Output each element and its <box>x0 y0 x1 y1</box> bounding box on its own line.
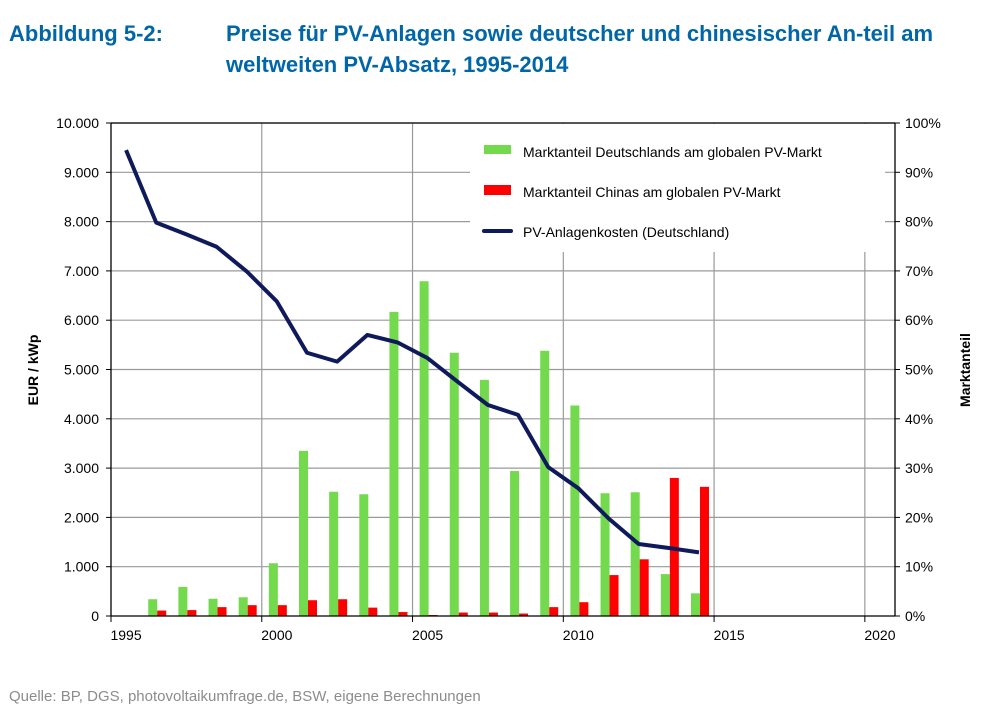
bar-germany-share <box>540 350 550 616</box>
bar-china-share <box>700 486 709 616</box>
bar-germany-share <box>449 352 459 616</box>
bar-china-share <box>277 605 287 616</box>
y-axis-right-label: Marktanteil <box>957 333 973 407</box>
bar-china-share <box>187 610 197 616</box>
bars <box>148 281 709 616</box>
bar-china-share <box>549 607 559 616</box>
bar-china-share <box>579 602 589 616</box>
y-tick-label-right: 100% <box>905 115 941 131</box>
y-tick-label-right: 20% <box>905 509 933 525</box>
bar-germany-share <box>479 379 489 616</box>
y-tick-label-left: 4.000 <box>64 411 99 427</box>
x-tick-label: 2005 <box>412 627 443 643</box>
bar-germany-share <box>359 494 369 616</box>
x-tick-label: 2000 <box>261 627 292 643</box>
x-tick-label: 2010 <box>563 627 594 643</box>
bar-germany-share <box>208 598 218 616</box>
bar-china-share <box>398 612 408 616</box>
bar-germany-share <box>660 574 670 616</box>
y-tick-label-left: 5.000 <box>64 362 99 378</box>
y-tick-label-left: 0 <box>91 608 99 624</box>
y-tick-label-right: 80% <box>905 214 933 230</box>
bar-germany-share <box>329 491 339 616</box>
x-tick-label: 2015 <box>714 627 745 643</box>
bar-germany-share <box>178 586 188 616</box>
x-tick-label: 2020 <box>864 627 895 643</box>
y-tick-label-left: 7.000 <box>64 263 99 279</box>
bar-germany-share <box>389 311 399 616</box>
legend-background <box>470 124 885 252</box>
x-tick-label: 1995 <box>110 627 141 643</box>
y-tick-label-right: 40% <box>905 411 933 427</box>
legend-swatch-china <box>484 185 511 195</box>
figure-title: Preise für PV-Anlagen sowie deutscher un… <box>226 21 934 77</box>
legend-label-china: Marktanteil Chinas am globalen PV-Markt <box>523 184 781 200</box>
y-tick-label-left: 8.000 <box>64 214 99 230</box>
bar-china-share <box>519 613 529 616</box>
legend-label-costs: PV-Anlagenkosten (Deutschland) <box>523 224 729 240</box>
y-axis-left-label: EUR / kWp <box>25 335 41 406</box>
y-tick-label-left: 6.000 <box>64 312 99 328</box>
y-tick-label-left: 9.000 <box>64 164 99 180</box>
legend-swatch-germany <box>484 145 511 154</box>
y-tick-label-right: 90% <box>905 164 933 180</box>
y-tick-label-right: 60% <box>905 312 933 328</box>
bar-germany-share <box>570 405 580 616</box>
y-tick-label-left: 3.000 <box>64 460 99 476</box>
bar-china-share <box>488 612 498 616</box>
bar-china-share <box>458 612 468 616</box>
y-tick-label-right: 30% <box>905 460 933 476</box>
bar-china-share <box>308 600 317 616</box>
bar-germany-share <box>268 563 278 616</box>
bar-china-share <box>247 605 257 616</box>
y-tick-label-left: 10.000 <box>56 115 99 131</box>
figure-number: Abbildung 5-2: <box>9 21 163 46</box>
bar-china-share <box>217 607 227 616</box>
y-tick-label-right: 10% <box>905 559 933 575</box>
y-tick-label-right: 0% <box>905 608 925 624</box>
legend-label-germany: Marktanteil Deutschlands am globalen PV-… <box>523 144 822 160</box>
bar-germany-share <box>299 450 308 616</box>
legend: Marktanteil Deutschlands am globalen PV-… <box>482 144 822 240</box>
bar-germany-share <box>510 471 520 616</box>
y-tick-label-right: 50% <box>905 362 933 378</box>
bar-china-share <box>639 559 649 616</box>
bar-germany-share <box>238 597 248 616</box>
axes: 0 0% 1.000 10% 2.000 20% 3.000 30% 4.000 40% 5.000… <box>56 115 941 643</box>
bar-china-share <box>609 575 619 616</box>
bar-germany-share <box>600 493 610 616</box>
bar-china-share <box>368 607 378 616</box>
bar-china-share <box>157 610 167 616</box>
bar-germany-share <box>419 281 429 616</box>
y-tick-label-right: 70% <box>905 263 933 279</box>
bar-germany-share <box>630 492 640 616</box>
y-tick-label-left: 1.000 <box>64 559 99 575</box>
series-line-pv-costs <box>124 149 700 555</box>
source-note: Quelle: BP, DGS, photovoltaikumfrage.de,… <box>9 688 481 705</box>
bar-germany-share <box>148 599 158 616</box>
bar-china-share <box>338 599 348 616</box>
y-tick-label-left: 2.000 <box>64 509 99 525</box>
bar-germany-share <box>691 593 700 616</box>
